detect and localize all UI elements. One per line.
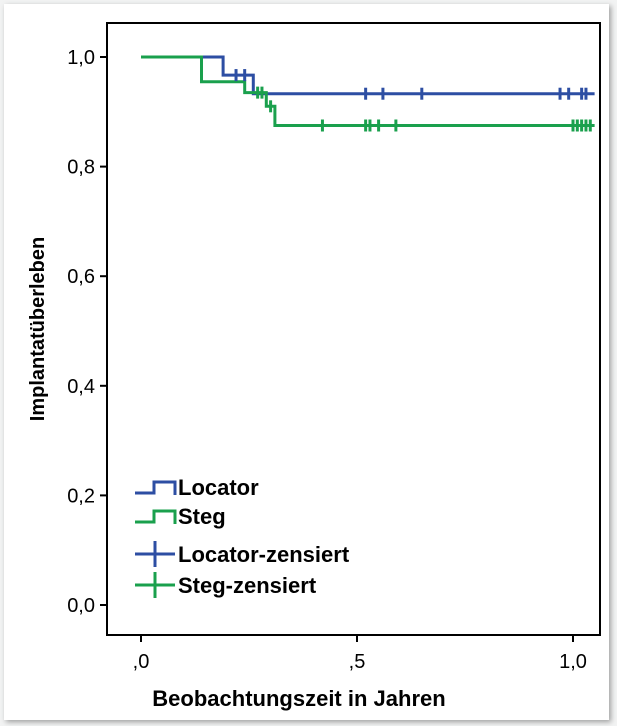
legend-locator-censor-icon	[135, 541, 175, 567]
y-tick-label: 1,0	[67, 47, 95, 69]
x-tick-label: 1,0	[559, 651, 587, 673]
y-tick-label: 0,8	[67, 157, 95, 179]
legend-steg-step-icon	[135, 509, 177, 524]
censor-marks	[234, 69, 592, 132]
legend-steg-label: Steg	[178, 504, 226, 529]
x-tick-label: ,0	[133, 651, 150, 673]
legend-steg-censor-icon	[135, 572, 175, 598]
x-axis: ,0,51,01,52,0	[133, 635, 587, 673]
survival-curves	[141, 55, 595, 127]
y-tick-label: 0,4	[67, 376, 95, 398]
y-axis: 0,0 0,2 0,4 0,6 0,8 1,0	[67, 47, 107, 617]
legend-steg-censored-label: Steg-zensiert	[178, 573, 317, 598]
x-axis-label: Beobachtungszeit in Jahren	[152, 686, 445, 711]
legend: Locator Steg Locator-zensiert Steg-zensi…	[135, 475, 350, 598]
figure-panel: 0,00,20,40,60,81,0 ,0,51,01,52,0 Beobach…	[4, 4, 609, 720]
legend-locator-censored-label: Locator-zensiert	[178, 542, 350, 567]
y-tick-label: 0,2	[67, 485, 95, 507]
y-tick-label: 0,6	[67, 266, 95, 288]
legend-locator-step-icon	[135, 480, 177, 495]
y-axis-label: Implantatüberleben	[27, 237, 49, 421]
kaplan-meier-chart: 0,00,20,40,60,81,0 ,0,51,01,52,0 Beobach…	[27, 22, 601, 711]
survival-curve-steg	[141, 55, 595, 127]
x-tick-label: ,5	[349, 651, 366, 673]
legend-locator-label: Locator	[178, 475, 259, 500]
survival-curve-locator	[141, 55, 595, 96]
y-tick-label: 0,0	[67, 595, 95, 617]
